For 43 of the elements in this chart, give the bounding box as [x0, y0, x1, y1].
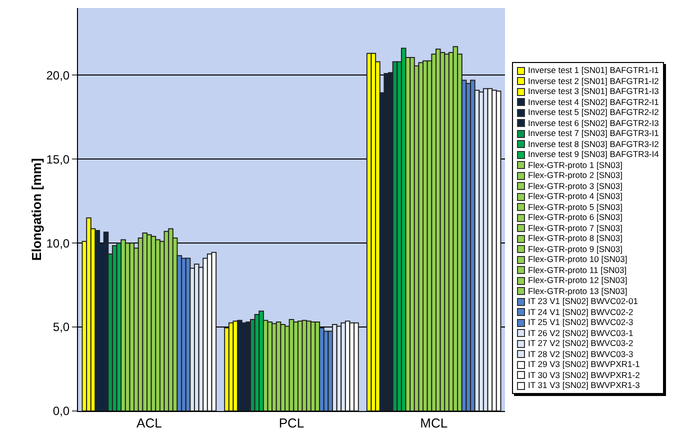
legend-label: Flex-GTR-proto 4 [SN03] [528, 191, 622, 201]
legend-label: IT 31 V3 [SN02] BWVPXR1-3 [528, 380, 640, 390]
legend-label: Flex-GTR-proto 3 [SN03] [528, 180, 622, 190]
legend-label: Inverse test 5 [SN02] BAFGTR2-I2 [528, 107, 659, 117]
bar [354, 322, 359, 411]
legend-label: Flex-GTR-proto 11 [SN03] [528, 264, 627, 274]
x-tick-label: MCL [420, 416, 448, 431]
bar [496, 90, 502, 411]
y-tick-label: 10,0 [46, 236, 70, 250]
y-tick-label: 5,0 [52, 320, 70, 334]
legend-label: IT 27 V2 [SN02] BWVC03-2 [528, 338, 634, 348]
legend-label: Inverse test 9 [SN03] BAFGTR3-I4 [528, 149, 659, 159]
legend-label: Flex-GTR-proto 7 [SN03] [528, 222, 622, 232]
legend-label: Flex-GTR-proto 1 [SN03] [528, 160, 622, 170]
legend-label: Inverse test 6 [SN02] BAFGTR2-I3 [528, 118, 659, 128]
legend-label: Inverse test 3 [SN01] BAFGTR1-I3 [528, 86, 659, 96]
legend-label: IT 23 V1 [SN02] BWVC02-01 [528, 296, 638, 306]
legend-label: Flex-GTR-proto 13 [SN03] [528, 286, 628, 296]
y-tick-label: 15,0 [46, 152, 70, 166]
y-tick-label: 20,0 [46, 68, 70, 82]
legend-label: Inverse test 4 [SN02] BAFGTR2-I1 [528, 96, 659, 106]
legend-label: IT 25 V1 [SN02] BWVC02-3 [528, 317, 634, 327]
y-tick-label: 0,0 [52, 404, 70, 418]
legend-label: Flex-GTR-proto 8 [SN03] [528, 233, 622, 243]
legend-label: Inverse test 2 [SN01] BAFGTR1-I2 [528, 76, 659, 86]
legend-label: Flex-GTR-proto 12 [SN03] [528, 275, 628, 285]
x-tick-label: PCL [278, 416, 304, 431]
legend-label: Flex-GTR-proto 9 [SN03] [528, 244, 622, 254]
legend-label: IT 26 V2 [SN02] BWVC03-1 [528, 328, 634, 338]
legend-label: Inverse test 8 [SN03] BAFGTR3-I2 [528, 138, 659, 148]
legend-label: Inverse test 7 [SN03] BAFGTR3-I1 [528, 128, 659, 138]
legend-label: IT 30 V3 [SN02] BWVPXR1-2 [528, 370, 640, 380]
bar [211, 252, 217, 411]
legend-label: Flex-GTR-proto 5 [SN03] [528, 202, 622, 212]
legend-label: Flex-GTR-proto 10 [SN03] [528, 254, 628, 264]
legend-label: IT 28 V2 [SN02] BWVC03-3 [528, 348, 634, 358]
legend-label: IT 24 V1 [SN02] BWVC02-2 [528, 306, 634, 316]
legend-label: IT 29 V3 [SN02] BWVPXR1-1 [528, 359, 640, 369]
legend-label: Flex-GTR-proto 2 [SN03] [528, 170, 622, 180]
x-tick-label: ACL [136, 416, 162, 431]
legend-label: Inverse test 1 [SN01] BAFGTR1-I1 [528, 65, 659, 75]
legend-label: Flex-GTR-proto 6 [SN03] [528, 212, 622, 222]
y-axis-title: Elongation [mm] [29, 158, 44, 261]
